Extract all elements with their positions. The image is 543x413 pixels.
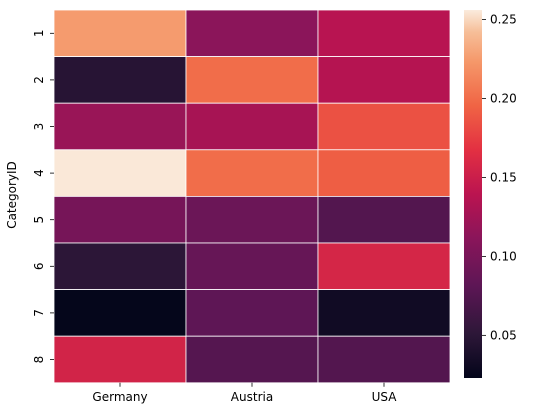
heatmap-cell	[317, 56, 451, 104]
x-tick-label: Austria	[231, 390, 273, 404]
y-tick-label: 2	[32, 76, 46, 84]
y-axis-ticks: 1 2 3 4 5 6 7 8	[32, 29, 54, 363]
heatmap-cell	[53, 9, 187, 57]
heatmap-cell	[53, 289, 187, 337]
heatmap-cell	[317, 102, 451, 151]
heatmap-cell	[53, 56, 187, 104]
y-tick-label: 5	[32, 216, 46, 224]
heatmap-cell	[317, 149, 451, 197]
x-axis-ticks: Germany Austria USA	[92, 382, 398, 404]
heatmap-cell	[185, 102, 319, 151]
heatmap-cell	[185, 9, 319, 57]
heatmap-cell	[317, 242, 451, 290]
heatmap-cell	[53, 335, 187, 384]
y-tick-label: 7	[32, 309, 46, 317]
y-tick-label: 3	[32, 123, 46, 131]
y-axis-label: CategoryID	[5, 161, 19, 229]
heatmap-cell	[185, 56, 319, 104]
colorbar-tick-label: 0.15	[490, 170, 517, 184]
heatmap-cell	[317, 9, 451, 57]
heatmap-cell	[185, 242, 319, 290]
heatmap-cell	[185, 195, 319, 244]
heatmap-cell	[185, 149, 319, 197]
colorbar-tick-label: 0.20	[490, 91, 517, 105]
colorbar-tick-label: 0.05	[490, 328, 517, 342]
heatmap-cell	[185, 335, 319, 384]
x-tick-label: Germany	[92, 390, 147, 404]
heatmap-cell	[317, 335, 451, 384]
y-tick-label: 1	[32, 29, 46, 37]
heatmap-cell	[53, 242, 187, 290]
heatmap-cell	[53, 102, 187, 151]
y-tick-label: 6	[32, 262, 46, 270]
x-tick-label: USA	[372, 390, 398, 404]
colorbar: 0.05 0.10 0.15 0.20 0.25	[464, 10, 517, 378]
colorbar-tick-label: 0.25	[490, 12, 517, 26]
y-tick-label: 8	[32, 356, 46, 364]
heatmap-cell	[53, 195, 187, 244]
heatmap-cell	[185, 289, 319, 337]
colorbar-ticks: 0.05 0.10 0.15 0.20 0.25	[482, 12, 517, 342]
heatmap-cells	[53, 9, 451, 384]
heatmap-cell	[317, 289, 451, 337]
heatmap-cell	[317, 195, 451, 244]
colorbar-tick-label: 0.10	[490, 249, 517, 263]
y-tick-label: 4	[32, 169, 46, 177]
colorbar-gradient	[464, 10, 482, 378]
heatmap-cell	[53, 149, 187, 197]
